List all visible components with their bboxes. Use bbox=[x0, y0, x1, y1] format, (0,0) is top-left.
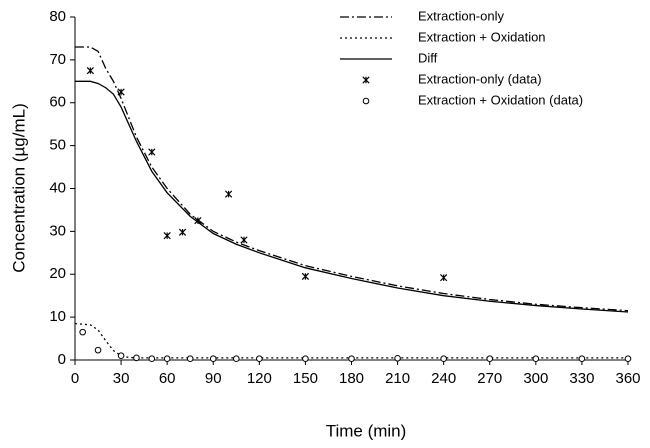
x-tick-label: 210 bbox=[385, 370, 410, 387]
x-tick-label: 300 bbox=[523, 370, 548, 387]
point bbox=[232, 355, 240, 363]
legend-swatch bbox=[362, 76, 370, 84]
point bbox=[624, 355, 632, 363]
point bbox=[394, 354, 401, 362]
x-tick-label: 90 bbox=[205, 370, 222, 387]
point bbox=[209, 355, 217, 363]
y-tick-label: 60 bbox=[49, 94, 66, 111]
point bbox=[117, 88, 125, 96]
legend-label: Extraction-only bbox=[418, 8, 504, 23]
y-tick-label: 10 bbox=[49, 308, 66, 325]
point bbox=[532, 355, 540, 363]
point bbox=[133, 354, 140, 362]
point bbox=[194, 217, 202, 225]
x-tick-label: 0 bbox=[71, 370, 79, 387]
x-tick-label: 330 bbox=[569, 370, 594, 387]
legend-label: Extraction-only (data) bbox=[418, 71, 542, 86]
legend-swatch bbox=[362, 97, 370, 105]
x-tick-label: 180 bbox=[339, 370, 364, 387]
y-tick-label: 40 bbox=[49, 179, 66, 196]
y-tick-label: 80 bbox=[49, 8, 66, 25]
point bbox=[148, 148, 156, 156]
point bbox=[163, 232, 171, 240]
y-tick-label: 0 bbox=[58, 351, 66, 368]
legend-label: Extraction + Oxidation (data) bbox=[418, 92, 583, 107]
y-axis-title: Concentration (µg/mL) bbox=[9, 103, 28, 272]
point bbox=[578, 355, 586, 363]
point bbox=[117, 352, 125, 360]
point bbox=[348, 355, 355, 363]
x-tick-label: 60 bbox=[159, 370, 176, 387]
line bbox=[75, 46, 629, 312]
x-axis-title: Time (min) bbox=[326, 421, 407, 440]
point bbox=[302, 355, 309, 363]
point bbox=[440, 355, 447, 363]
x-tick-label: 120 bbox=[247, 370, 272, 387]
point bbox=[486, 355, 494, 363]
x-tick-label: 270 bbox=[477, 370, 502, 387]
point bbox=[240, 236, 248, 244]
x-tick-label: 150 bbox=[293, 370, 318, 387]
x-tick-label: 240 bbox=[431, 370, 456, 387]
point bbox=[94, 346, 102, 354]
point bbox=[186, 355, 194, 363]
y-tick-label: 30 bbox=[49, 222, 66, 239]
line bbox=[75, 80, 629, 313]
point bbox=[256, 355, 263, 363]
point bbox=[79, 328, 86, 336]
x-tick-label: 30 bbox=[113, 370, 130, 387]
legend-label: Diff bbox=[418, 50, 438, 65]
line bbox=[74, 322, 628, 359]
legend-label: Extraction + Oxidation bbox=[418, 29, 546, 44]
point bbox=[440, 274, 448, 282]
point bbox=[148, 355, 156, 363]
y-tick-label: 20 bbox=[49, 265, 66, 282]
y-tick-label: 50 bbox=[49, 137, 66, 154]
point bbox=[301, 272, 310, 281]
y-tick-label: 70 bbox=[49, 51, 66, 68]
point bbox=[178, 228, 187, 236]
point bbox=[224, 190, 233, 198]
x-tick-label: 360 bbox=[615, 370, 640, 387]
point bbox=[163, 355, 171, 363]
point bbox=[86, 66, 94, 75]
